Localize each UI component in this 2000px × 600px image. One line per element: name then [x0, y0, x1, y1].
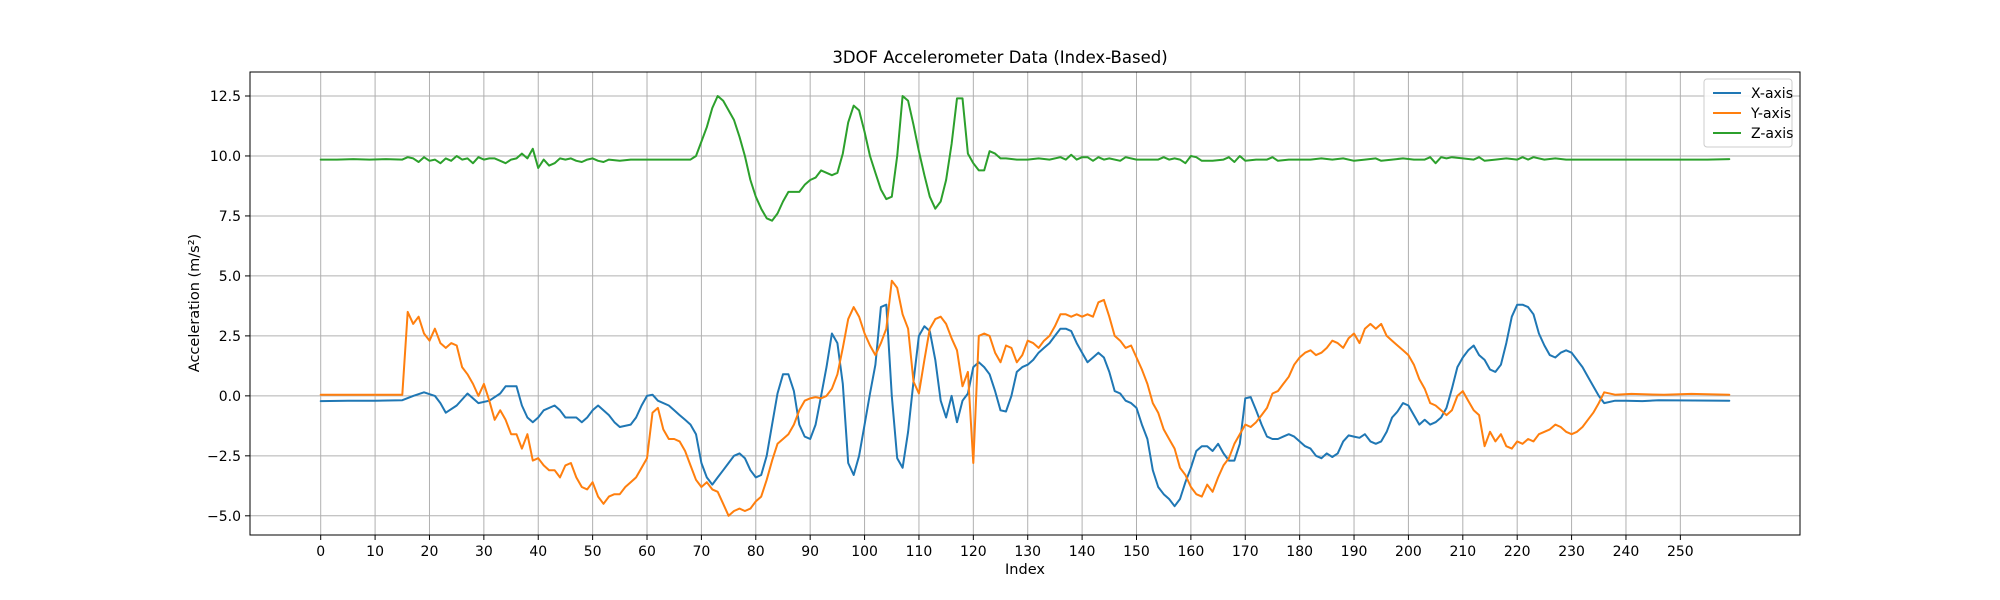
- x-tick-label: 50: [584, 544, 602, 560]
- y-tick-label: 10.0: [210, 149, 241, 165]
- x-tick-label: 120: [960, 544, 987, 560]
- x-tick-label: 130: [1014, 544, 1041, 560]
- series-lines: [319, 95, 1731, 517]
- x-tick-label: 100: [851, 544, 878, 560]
- x-tick-label: 90: [801, 544, 819, 560]
- x-tick-label: 230: [1558, 544, 1585, 560]
- legend-label: Z-axis: [1751, 126, 1793, 142]
- legend-label: Y-axis: [1750, 106, 1791, 122]
- x-tick-label: 170: [1232, 544, 1259, 560]
- y-tick-label: 7.5: [219, 209, 241, 225]
- y-tick-label: 12.5: [210, 89, 241, 105]
- x-tick-label: 70: [692, 544, 710, 560]
- x-tick-label: 40: [529, 544, 547, 560]
- chart-title: 3DOF Accelerometer Data (Index-Based): [832, 48, 1167, 67]
- x-tick-label: 180: [1286, 544, 1313, 560]
- x-tick-label: 190: [1341, 544, 1368, 560]
- x-axis-label: Index: [1005, 562, 1045, 578]
- x-tick-label: 210: [1449, 544, 1476, 560]
- x-tick-label: 150: [1123, 544, 1150, 560]
- x-tick-label: 60: [638, 544, 656, 560]
- x-tick-label: 0: [316, 544, 325, 560]
- y-tick-label: 2.5: [219, 329, 241, 345]
- series-line-z-axis: [319, 95, 1731, 222]
- series-line-y-axis: [319, 279, 1731, 517]
- legend-items: X-axis Y-axis Z-axis: [1713, 86, 1793, 142]
- y-axis-label: Acceleration (m/s²): [187, 234, 203, 372]
- axis-ticks: 0 10 20 30 40 50 60 70 80 90 100 110 120 130 140 150 160…: [207, 89, 1694, 560]
- x-tick-label: 200: [1395, 544, 1422, 560]
- x-tick-label: 140: [1069, 544, 1096, 560]
- series-line-x-axis: [319, 303, 1731, 508]
- plot-frame: [249, 71, 1801, 536]
- y-tick-label: −5.0: [207, 509, 241, 525]
- x-tick-label: 110: [906, 544, 933, 560]
- legend-box: [1703, 78, 1793, 148]
- x-tick-label: 160: [1178, 544, 1205, 560]
- x-tick-label: 240: [1613, 544, 1640, 560]
- y-tick-label: 0.0: [219, 389, 241, 405]
- y-tick-label: 5.0: [219, 269, 241, 285]
- x-tick-label: 10: [366, 544, 384, 560]
- legend-label: X-axis: [1751, 86, 1793, 102]
- x-tick-label: 220: [1504, 544, 1531, 560]
- x-tick-label: 30: [475, 544, 493, 560]
- legend: X-axis Y-axis Z-axis: [1703, 78, 1793, 148]
- x-tick-label: 80: [747, 544, 765, 560]
- x-tick-label: 20: [421, 544, 439, 560]
- x-tick-label: 250: [1667, 544, 1694, 560]
- y-tick-label: −2.5: [207, 449, 241, 465]
